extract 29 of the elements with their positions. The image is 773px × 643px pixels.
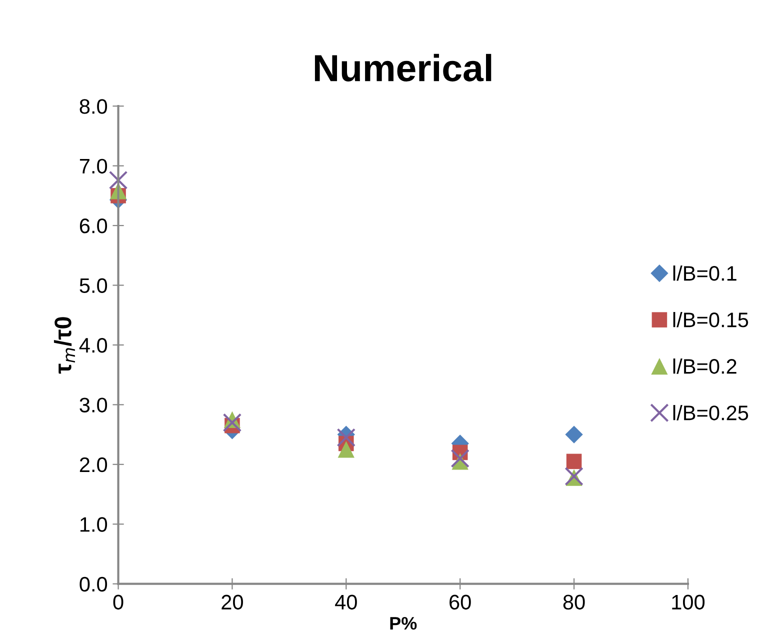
point [566, 454, 582, 470]
x-tick-label: 40 [335, 594, 357, 610]
y-tick-label: 3.0 [80, 398, 108, 412]
y-axis-title: τ$_{m}$/τ0 [54, 317, 75, 374]
y-tick-label: 4.0 [79, 338, 108, 353]
point [108, 170, 128, 190]
x-tick-label: 80 [563, 594, 585, 610]
chart-title: Numerical [314, 54, 492, 82]
legend-label: l/B=0.25 [673, 405, 748, 420]
point [222, 413, 242, 432]
y-tick-label: 1.0 [80, 517, 108, 532]
point [336, 428, 356, 447]
x-tick-label: 100 [672, 594, 705, 610]
legend-label: l/B=0.2 [673, 358, 736, 374]
y-tick-label: 2.0 [80, 457, 108, 472]
x-tick-label: 20 [222, 594, 243, 610]
y-tick-label: 8.0 [80, 99, 108, 114]
legend-label: l/B=0.1 [673, 266, 736, 281]
x-tick-label: 60 [450, 594, 471, 610]
x-tick-label: 0 [113, 594, 124, 610]
y-tick-label: 0.0 [80, 576, 108, 592]
point [338, 441, 354, 458]
legend-label: l/B=0.15 [673, 312, 748, 328]
y-tick-label: 7.0 [80, 158, 108, 174]
x-axis-title: P% [390, 616, 417, 630]
point [450, 449, 470, 468]
y-tick-label: 6.0 [80, 218, 108, 234]
y-tick-label: 5.0 [80, 278, 108, 294]
point [565, 426, 583, 444]
